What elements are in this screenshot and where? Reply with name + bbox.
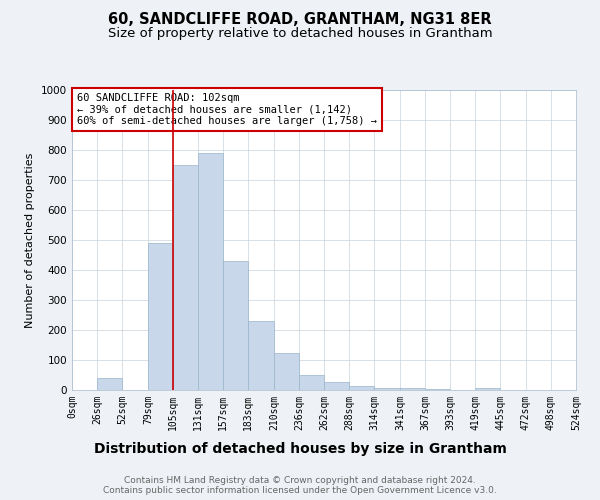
Bar	[374, 388, 400, 390]
Text: Size of property relative to detached houses in Grantham: Size of property relative to detached ho…	[107, 28, 493, 40]
Bar	[223, 261, 248, 390]
Text: 60 SANDCLIFFE ROAD: 102sqm
← 39% of detached houses are smaller (1,142)
60% of s: 60 SANDCLIFFE ROAD: 102sqm ← 39% of deta…	[77, 93, 377, 126]
Bar	[173, 165, 198, 390]
Bar	[475, 388, 500, 390]
Bar	[148, 243, 173, 390]
Bar	[400, 388, 425, 390]
Bar	[97, 378, 122, 390]
Text: Distribution of detached houses by size in Grantham: Distribution of detached houses by size …	[94, 442, 506, 456]
Bar	[274, 352, 299, 390]
Bar	[425, 388, 450, 390]
Bar	[299, 375, 324, 390]
Y-axis label: Number of detached properties: Number of detached properties	[25, 152, 35, 328]
Bar	[324, 382, 349, 390]
Bar	[198, 153, 223, 390]
Bar	[349, 386, 374, 390]
Text: Contains HM Land Registry data © Crown copyright and database right 2024.
Contai: Contains HM Land Registry data © Crown c…	[103, 476, 497, 495]
Text: 60, SANDCLIFFE ROAD, GRANTHAM, NG31 8ER: 60, SANDCLIFFE ROAD, GRANTHAM, NG31 8ER	[108, 12, 492, 28]
Bar	[248, 321, 274, 390]
